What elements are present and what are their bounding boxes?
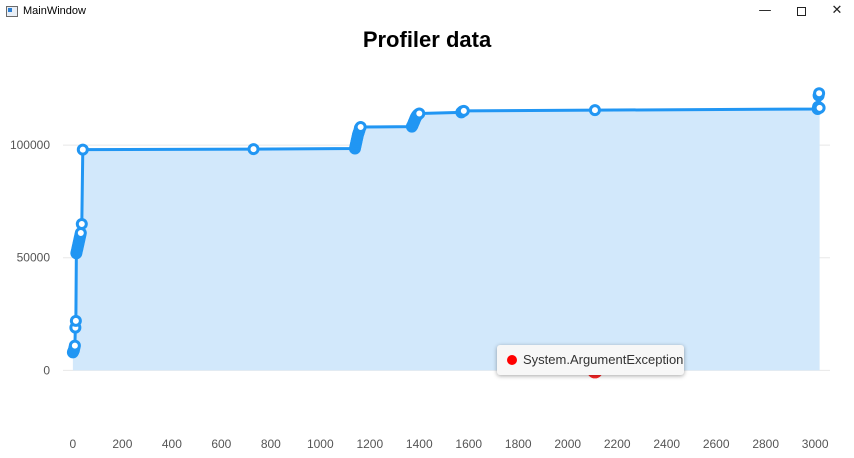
x-tick-label: 1200	[356, 437, 383, 451]
x-tick-label: 2200	[604, 437, 631, 451]
x-tick-label: 2600	[703, 437, 730, 451]
x-tick-label: 1400	[406, 437, 433, 451]
app-icon	[6, 6, 18, 17]
data-point	[813, 87, 826, 100]
data-point	[76, 143, 89, 156]
x-tick-label: 0	[70, 437, 77, 451]
maximize-button[interactable]	[784, 0, 818, 24]
data-point	[813, 101, 826, 114]
series-area	[72, 93, 820, 371]
y-tick-label: 0	[43, 363, 50, 377]
data-point	[247, 143, 260, 156]
x-tick-label: 2000	[554, 437, 581, 451]
x-tick-label: 3000	[802, 437, 829, 451]
close-icon: ✕	[831, 3, 843, 18]
x-tick-label: 200	[112, 437, 132, 451]
x-tick-label: 1800	[505, 437, 532, 451]
close-button[interactable]: ✕	[820, 0, 854, 24]
x-tick-label: 600	[211, 437, 231, 451]
x-tick-label: 800	[261, 437, 281, 451]
x-tick-label: 1000	[307, 437, 334, 451]
x-tick-label: 1600	[455, 437, 482, 451]
data-point	[75, 217, 88, 230]
data-point	[457, 104, 470, 117]
chart-title: Profiler data	[362, 27, 492, 52]
y-tick-label: 100000	[10, 138, 50, 152]
window-title: MainWindow	[23, 5, 86, 17]
minimize-button[interactable]: —	[748, 0, 782, 24]
title-bar[interactable]: MainWindow — ✕	[0, 0, 854, 24]
x-tick-label: 2400	[653, 437, 680, 451]
tooltip-legend-dot	[507, 355, 517, 365]
data-point	[69, 314, 82, 327]
data-point	[354, 121, 367, 134]
y-tick-label: 50000	[17, 251, 51, 265]
x-tick-label: 400	[162, 437, 182, 451]
maximize-icon	[796, 7, 806, 16]
x-tick-label: 2800	[752, 437, 779, 451]
data-point	[68, 339, 81, 352]
tooltip: System.ArgumentException	[497, 345, 684, 375]
data-point	[588, 104, 601, 117]
tooltip-label: System.ArgumentException	[523, 352, 684, 367]
data-point	[413, 107, 426, 120]
minimize-icon: —	[758, 3, 772, 18]
